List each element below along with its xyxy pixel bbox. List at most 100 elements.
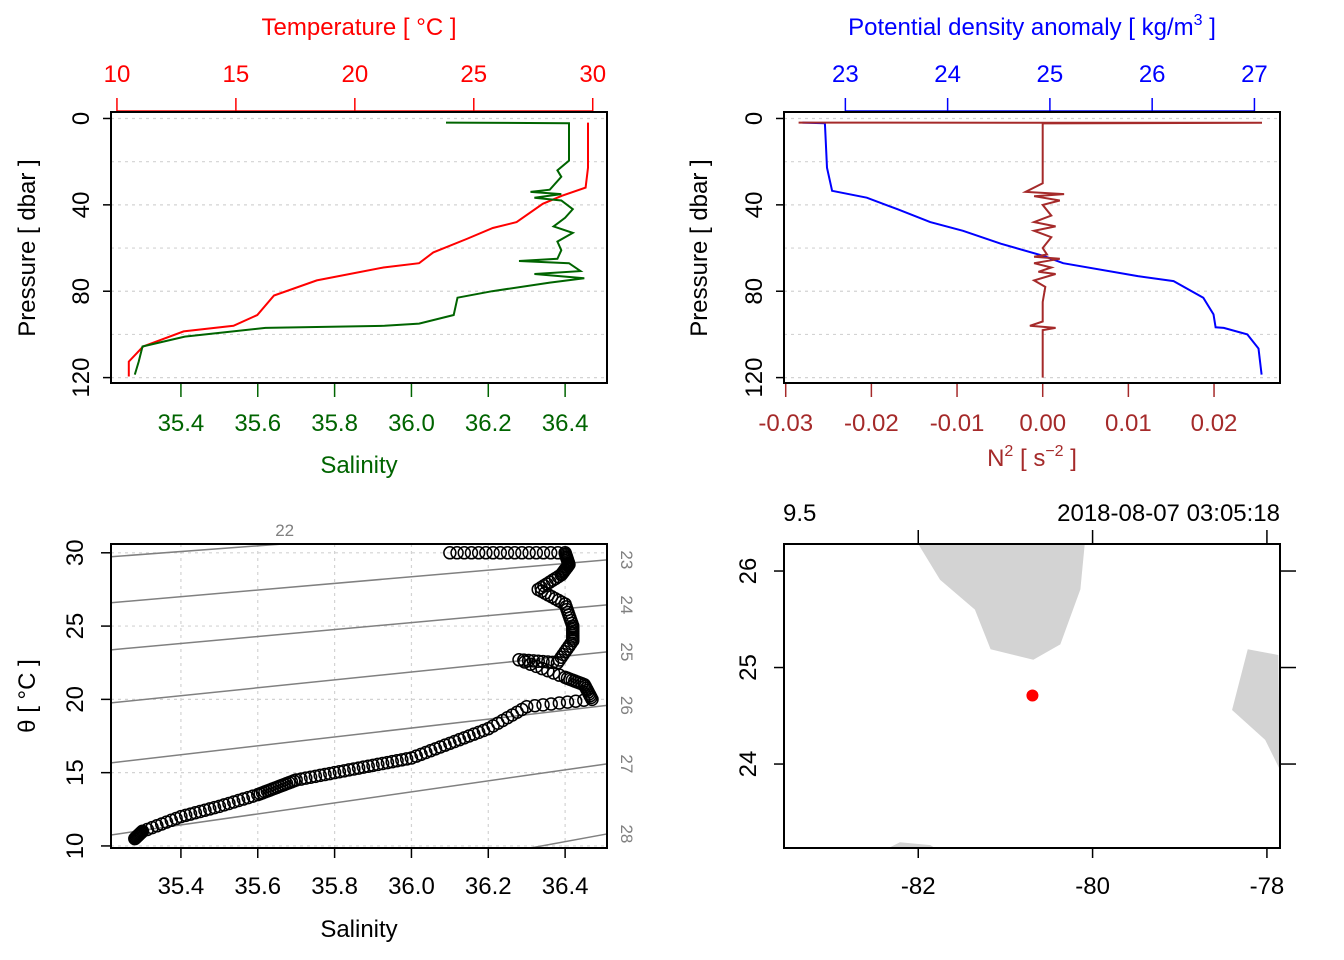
pressure-tick-label: 80 xyxy=(68,278,95,305)
isopycnal-line xyxy=(110,543,285,558)
salinity-line xyxy=(133,121,585,375)
x-tick-label: 35.8 xyxy=(311,873,358,900)
ts-point xyxy=(541,664,555,678)
top-axis-tick-label: 15 xyxy=(223,61,250,88)
pressure-tick-label: 80 xyxy=(741,278,768,305)
isopycnal-line xyxy=(110,704,608,764)
y-tick-label: 20 xyxy=(62,686,89,713)
ts-xlabel: Salinity xyxy=(320,916,397,943)
panel-density-n2-profile: 0 40 80 120 23 24 25 26 27 -0.03 -0.02 -0.01 0.00 0.0… xyxy=(741,61,1281,437)
pressure-tick-label: 40 xyxy=(741,192,768,219)
bottom-axis-tick-label: -0.02 xyxy=(844,410,899,437)
x-tick-label: 35.4 xyxy=(158,873,205,900)
ts-point xyxy=(535,661,549,676)
isopycnal-line xyxy=(110,559,608,604)
isopycnal-line xyxy=(110,763,608,836)
panel-ts-diagram: 35.4 35.6 35.8 36.0 36.2 36.4 10 15 20 25 30 22 23 24… xyxy=(62,521,636,900)
ts-point xyxy=(327,765,342,780)
ts-point xyxy=(500,546,515,560)
y-tick-label: 30 xyxy=(62,539,89,566)
ts-point xyxy=(308,769,323,784)
plot-frame xyxy=(783,111,1281,384)
ts-point xyxy=(128,831,142,846)
ts-point xyxy=(515,546,529,560)
ts-point xyxy=(552,696,567,710)
isopycnal-line xyxy=(110,604,608,651)
isopycnal-label: 26 xyxy=(617,696,636,715)
ts-point xyxy=(130,829,145,843)
ts-point xyxy=(518,655,532,669)
pressure-tick-label: 0 xyxy=(741,112,768,125)
ts-point xyxy=(528,699,542,713)
pressure-tick-label: 120 xyxy=(741,358,768,398)
x-tick-label: 36.0 xyxy=(388,873,435,900)
top-axis-tick-label: 24 xyxy=(934,61,961,88)
pressure-tick-label: 120 xyxy=(68,358,95,398)
lon-tick-label: -80 xyxy=(1075,873,1110,900)
ts-point xyxy=(577,693,591,708)
bottom-axis-tick-label: 35.4 xyxy=(158,410,205,437)
ts-point xyxy=(356,760,371,774)
bottom-axis-tick-label: 36.0 xyxy=(388,410,435,437)
temperature-line xyxy=(127,122,589,377)
top-axis-tick-label: 10 xyxy=(104,61,131,88)
n2-axis-title: N2 [ s−2 ] xyxy=(987,443,1077,472)
ts-point xyxy=(544,697,558,711)
bottom-axis-tick-label: 0.01 xyxy=(1105,410,1152,437)
bottom-axis-tick-label: 35.6 xyxy=(234,410,281,437)
panel-temperature-salinity-profile: 0 40 80 120 10 15 20 25 30 35.4 35.6 35.8 36.0 36.2 36… xyxy=(68,61,608,437)
ts-point xyxy=(332,764,347,779)
ts-point xyxy=(536,546,551,560)
top-axis-tick-label: 26 xyxy=(1139,61,1166,88)
plot-frame xyxy=(110,543,608,849)
isopycnal-label: 27 xyxy=(617,754,636,773)
top-axis-tick-label: 23 xyxy=(832,61,859,88)
ts-point xyxy=(543,546,558,560)
ts-point xyxy=(337,764,351,778)
land-polygon xyxy=(1232,649,1280,770)
ts-point xyxy=(512,653,526,667)
ts-point xyxy=(351,761,366,775)
ts-point xyxy=(529,659,544,674)
pressure-axis-title: Pressure [ dbar ] xyxy=(14,159,41,336)
top-axis-tick-label: 30 xyxy=(579,61,606,88)
ts-point xyxy=(385,754,399,769)
top-axis-tick-label: 20 xyxy=(341,61,368,88)
panel-station-map: -82 -80 -78 24 25 26 xyxy=(735,530,1296,900)
ts-point xyxy=(536,698,550,712)
ts-point xyxy=(443,546,457,560)
ts-point xyxy=(404,751,419,765)
isopycnal-line xyxy=(530,833,608,849)
top-axis-tick-label: 25 xyxy=(460,61,487,88)
ts-point xyxy=(129,830,143,845)
ts-point xyxy=(294,772,308,786)
bottom-axis-tick-label: 0.02 xyxy=(1191,410,1238,437)
ts-point xyxy=(375,756,390,771)
ts-point xyxy=(568,694,583,708)
N2-line xyxy=(798,121,1263,378)
ts-point xyxy=(585,692,599,707)
pressure-tick-label: 40 xyxy=(68,192,95,219)
ts-point xyxy=(507,546,522,560)
bottom-axis-tick-label: 36.2 xyxy=(465,410,512,437)
ts-point xyxy=(361,759,375,773)
ts-point xyxy=(471,546,486,560)
isopycnal-label: 22 xyxy=(275,521,294,540)
ts-point xyxy=(390,754,404,768)
ts-point xyxy=(479,546,493,560)
ts-point xyxy=(464,546,479,560)
bottom-axis-tick-label: 0.00 xyxy=(1019,410,1066,437)
top-axis-tick-label: 25 xyxy=(1037,61,1064,88)
plot-frame xyxy=(110,111,608,384)
y-tick-label: 10 xyxy=(62,833,89,860)
ts-ylabel: θ [ °C ] xyxy=(14,659,41,733)
density-axis-title: Potential density anomaly [ kg/m3 ] xyxy=(848,12,1216,41)
ts-point xyxy=(493,546,508,560)
y-tick-label: 15 xyxy=(62,759,89,786)
ts-point xyxy=(399,752,414,766)
land-polygon xyxy=(888,842,935,848)
ts-point xyxy=(347,762,361,776)
ts-point xyxy=(380,755,395,770)
ts-point xyxy=(546,666,561,680)
